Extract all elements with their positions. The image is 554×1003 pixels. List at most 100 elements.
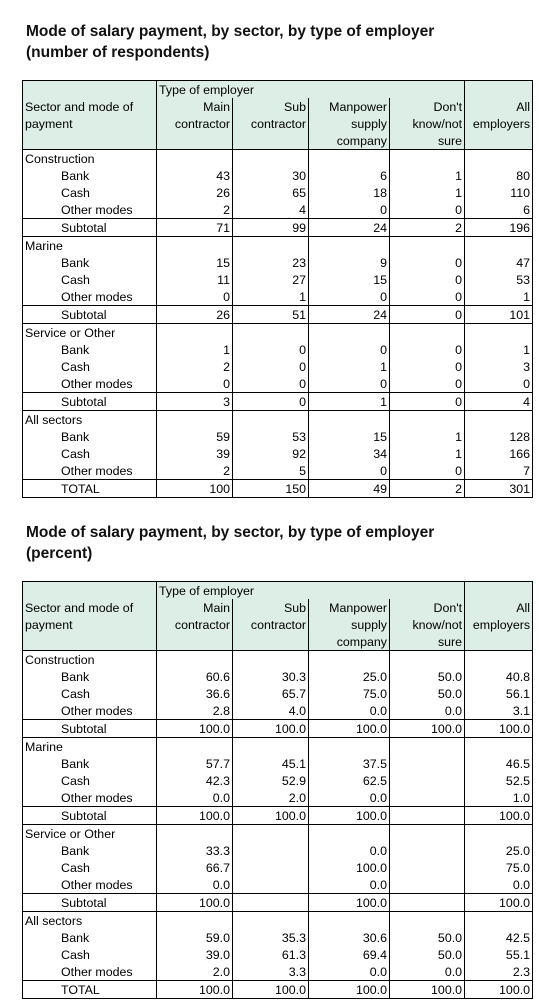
table-cell: 52.5 [464, 772, 534, 789]
table-cell: 99 [232, 218, 309, 237]
table-cell: 62.5 [308, 772, 390, 789]
table-cell: 6 [464, 201, 534, 219]
table-cell [388, 737, 465, 755]
row-label: Subtotal [22, 719, 157, 738]
table-cell: 50.0 [388, 685, 465, 702]
row-label: Subtotal [22, 893, 157, 912]
table-cell: 33.3 [156, 842, 233, 859]
table-cell: 0.0 [308, 963, 390, 981]
row-label: Bank [22, 428, 157, 445]
section-row: Service or Other [22, 323, 534, 341]
column-header-label: Main [156, 599, 233, 616]
table-cell: 53 [232, 428, 309, 445]
table-cell: 100.0 [232, 719, 309, 738]
table-cell: 0.0 [308, 842, 390, 859]
table-cell: 0 [232, 341, 309, 358]
row-label: Cash [22, 358, 157, 375]
table-row: Bank 59.0 35.3 30.6 50.0 42.5 [22, 929, 534, 946]
table-title-line: Mode of salary payment, by sector, by ty… [26, 23, 435, 40]
table-cell: 9 [308, 254, 390, 271]
table-cell: 60.6 [156, 668, 233, 685]
data-table: Type of employer Sector and mode of Main Su… [22, 581, 534, 999]
table-cell: 25.0 [308, 668, 390, 685]
table-cell: 100.0 [308, 980, 390, 999]
column-header-label: contractor [156, 616, 233, 633]
row-label: Cash [22, 859, 157, 876]
table-cell [464, 410, 534, 428]
table-cell: 40.8 [464, 668, 534, 685]
table-cell [464, 824, 534, 842]
table-cell: 26 [156, 305, 233, 324]
table-cell [232, 876, 309, 894]
section-label: Service or Other [22, 323, 157, 341]
row-header-cell [22, 132, 157, 150]
column-header-cell [464, 80, 534, 98]
row-label: Other modes [22, 876, 157, 894]
column-header-label: know/not [388, 115, 465, 132]
subtotal-row: Subtotal 71 99 24 2 196 [22, 218, 534, 237]
table-row: Cash 2 0 1 0 3 [22, 358, 534, 375]
section-row: Construction [22, 149, 534, 167]
subtotal-row: Subtotal 3 0 1 0 4 [22, 392, 534, 411]
table-cell: 0.0 [308, 702, 390, 720]
table-cell: 100.0 [156, 806, 233, 825]
table-row: Other modes 2 5 0 0 7 [22, 462, 534, 480]
header-row: Type of employer [22, 80, 534, 98]
table-cell [156, 323, 233, 341]
table-cell: 59 [156, 428, 233, 445]
table-cell [388, 824, 465, 842]
table-cell: 100.0 [464, 806, 534, 825]
table-row: Cash 39.0 61.3 69.4 50.0 55.1 [22, 946, 534, 963]
table-cell: 0.0 [156, 789, 233, 807]
row-label: Cash [22, 685, 157, 702]
table-cell [464, 650, 534, 668]
table-cell: 3 [156, 392, 233, 411]
table-cell: 0 [232, 392, 309, 411]
subtotal-row: Subtotal 100.0 100.0 100.0 [22, 893, 534, 912]
table-cell: 15 [308, 271, 390, 288]
table-cell [388, 772, 465, 789]
subtotal-row: TOTAL 100.0 100.0 100.0 100.0 100.0 [22, 980, 534, 999]
table-cell: 37.5 [308, 755, 390, 772]
table-cell: 65 [232, 184, 309, 201]
row-label: Bank [22, 254, 157, 271]
table-subtitle: (percent) [26, 545, 93, 562]
table-row: Other modes 0 1 0 0 1 [22, 288, 534, 306]
table-cell: 0 [388, 358, 465, 375]
table-title: Mode of salary payment, by sector, by ty… [26, 522, 434, 564]
row-label: Other modes [22, 375, 157, 393]
table-cell: 0.0 [308, 789, 390, 807]
table-cell: 100.0 [156, 719, 233, 738]
section-label: Marine [22, 737, 157, 755]
table-cell: 42.5 [464, 929, 534, 946]
table-row: Bank 33.3 0.0 25.0 [22, 842, 534, 859]
column-header-label: contractor [232, 115, 309, 132]
table-cell: 0 [388, 305, 465, 324]
table-row: Bank 59 53 15 1 128 [22, 428, 534, 445]
table-cell [232, 893, 309, 912]
table-cell [464, 149, 534, 167]
table-cell [388, 893, 465, 912]
table-cell: 26 [156, 184, 233, 201]
section-label: Construction [22, 149, 157, 167]
header-row: Sector and mode of Main Sub Manpower Don't Al… [22, 98, 534, 115]
table-cell: 1 [464, 341, 534, 358]
section-label: Construction [22, 650, 157, 668]
table-cell: 0 [308, 201, 390, 219]
table-cell [388, 789, 465, 807]
table-row: Cash 39 92 34 1 166 [22, 445, 534, 462]
table-cell: 0 [156, 375, 233, 393]
table-cell [308, 149, 390, 167]
table-cell: 49 [308, 479, 390, 498]
table-row: Other modes 0 0 0 0 0 [22, 375, 534, 393]
header-row: payment contractor contractor supply know/no… [22, 115, 534, 132]
column-header-label: supply [308, 115, 390, 132]
row-label: Cash [22, 946, 157, 963]
table-cell: 100.0 [308, 893, 390, 912]
table-row: Cash 66.7 100.0 75.0 [22, 859, 534, 876]
header-row: Type of employer [22, 581, 534, 599]
row-label: Subtotal [22, 392, 157, 411]
table-cell: 1 [388, 184, 465, 201]
table-cell: 1 [156, 341, 233, 358]
section-row: Service or Other [22, 824, 534, 842]
